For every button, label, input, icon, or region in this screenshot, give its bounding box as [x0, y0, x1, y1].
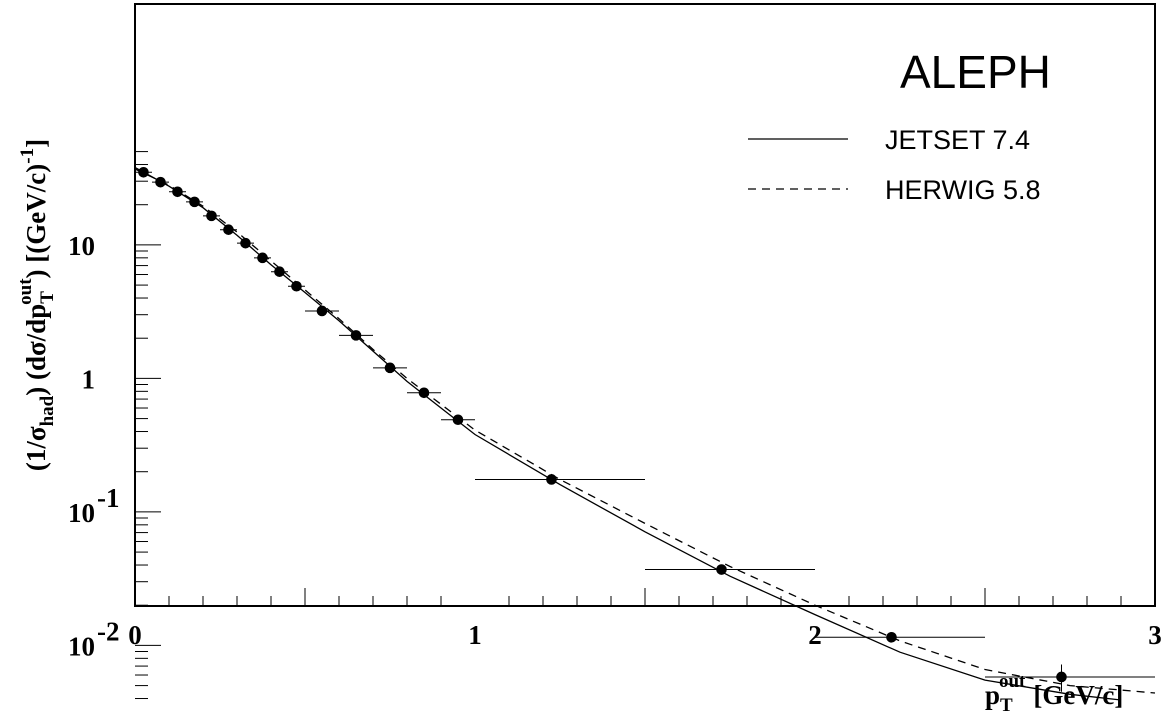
- data-point: [155, 176, 166, 188]
- data-point: [452, 414, 464, 426]
- data-point: [240, 237, 251, 249]
- experiment-label: ALEPH: [900, 46, 1051, 98]
- x-axis-label: pTout [GeV/c]: [985, 671, 1123, 716]
- y-axis-label: (1/σhad) (dσ/dpTout) [(GeV/c)-1]: [15, 139, 58, 471]
- x-tick-labels: 0 1 2 3: [128, 620, 1162, 650]
- curve-jetset-7-4: [134, 166, 1122, 701]
- curve-herwig-5-8: [134, 168, 1156, 694]
- y-tick-exponent: -2: [97, 616, 120, 646]
- y-label-middle: ) (dσ/dp: [21, 304, 51, 396]
- y-label-end: ]: [21, 139, 51, 148]
- x-label-sub: T: [1000, 695, 1013, 716]
- legend: JETSET 7.4 HERWIG 5.8: [748, 125, 1041, 205]
- y-tick-label: 10: [68, 631, 95, 661]
- data-point: [274, 266, 285, 277]
- y-tick-label: 10: [68, 231, 95, 261]
- data-point: [189, 196, 200, 208]
- data-point: [384, 362, 396, 374]
- x-label-base: p: [985, 680, 1000, 710]
- model-curves: [134, 166, 1156, 701]
- data-point: [350, 330, 362, 341]
- y-label-suffix-sup: -1: [17, 148, 38, 164]
- x-tick-label: 3: [1148, 620, 1162, 650]
- data-point: [886, 631, 897, 643]
- data-point: [1056, 671, 1067, 683]
- y-tick-label: 10: [68, 498, 95, 528]
- minor-ticks: [135, 151, 1122, 700]
- y-label-middle-sub: T: [37, 291, 58, 304]
- data-point: [546, 474, 557, 485]
- y-label-prefix-sub: had: [37, 395, 58, 426]
- data-point: [418, 387, 430, 399]
- svg-text:pTout[GeV/c]: pTout [GeV/c]: [985, 671, 1123, 716]
- data-point: [291, 280, 302, 292]
- y-label-suffix: ) [(GeV/c): [21, 164, 51, 279]
- data-point: [138, 166, 149, 178]
- y-label-prefix: (1/σ: [21, 426, 51, 471]
- data-point: [172, 186, 183, 198]
- y-tick-exponent: -1: [97, 483, 120, 513]
- data-point: [223, 224, 234, 235]
- data-point: [716, 564, 727, 575]
- data-points: [135, 166, 1155, 692]
- x-label-unit: [GeV/c]: [1033, 680, 1123, 710]
- x-tick-label: 2: [808, 620, 822, 650]
- legend-label-herwig: HERWIG 5.8: [885, 175, 1041, 205]
- svg-text:(1/σhad) (dσ/dpTout) [(GeV/c)-: (1/σhad) (dσ/dpTout) [(GeV/c)-1]: [15, 139, 58, 471]
- y-tick-label: 1: [82, 364, 96, 394]
- data-point: [316, 305, 328, 317]
- x-tick-label: 1: [468, 620, 482, 650]
- legend-label-jetset: JETSET 7.4: [885, 125, 1030, 155]
- y-label-middle-sup: out: [15, 278, 36, 305]
- data-point: [257, 252, 268, 264]
- x-tick-label: 0: [128, 620, 142, 650]
- data-point: [206, 210, 217, 222]
- x-label-sup: out: [999, 671, 1026, 692]
